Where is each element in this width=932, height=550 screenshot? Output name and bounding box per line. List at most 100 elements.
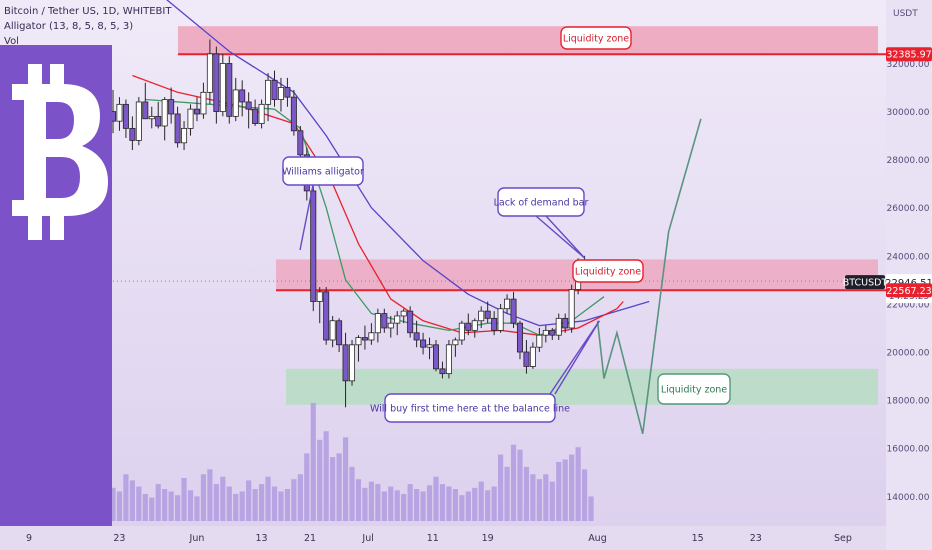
volume-bar: [433, 476, 439, 521]
time-tick-label: 23: [750, 533, 762, 544]
candle-down: [420, 339, 427, 348]
candle-down: [213, 53, 220, 112]
volume-bar: [498, 454, 504, 521]
time-tick-label: 19: [482, 533, 494, 544]
price-tick-label: 16000.00: [887, 445, 930, 455]
candle-down: [361, 337, 368, 341]
candle-up: [368, 332, 375, 341]
symbol-badge: BTCUSDT: [843, 278, 888, 289]
demand-callout-box: [497, 187, 585, 217]
candle-down: [465, 322, 472, 331]
candle-down: [155, 115, 162, 127]
volume-bar: [129, 480, 135, 521]
volume-bar: [465, 491, 471, 521]
volume-bar: [349, 466, 355, 521]
volume-bar: [556, 461, 562, 521]
candle-up: [374, 313, 381, 334]
volume-bar: [355, 479, 362, 521]
volume-bar: [162, 489, 168, 521]
candle-down: [407, 310, 414, 334]
volume-bar: [136, 486, 142, 521]
time-axis[interactable]: 9 23 Jun 13 21 Jul 11 19 Aug 15 23 Sep: [0, 526, 886, 550]
volume-bar: [200, 474, 207, 521]
volume-bar: [336, 453, 342, 521]
volume-legend[interactable]: Vol: [4, 36, 19, 47]
candle-up: [400, 310, 407, 317]
volume-bar: [459, 495, 465, 521]
buy-callout-box: [384, 393, 556, 423]
volume-bar: [549, 481, 555, 521]
volume-bar: [213, 484, 219, 521]
price-tick-label: 32000.00: [887, 60, 930, 70]
price-tick-label: 26000.00: [887, 204, 930, 214]
candle-up: [529, 346, 536, 367]
candle-up: [445, 344, 452, 375]
time-tick-label: Jun: [189, 533, 205, 544]
volume-bar: [543, 474, 549, 521]
volume-bar: [155, 484, 161, 521]
candle-down: [413, 332, 420, 341]
volume-bar: [181, 477, 187, 521]
time-tick-label: 9: [26, 533, 32, 544]
liquidity-zone-label-top: Liquidity zone: [563, 34, 629, 45]
candle-down: [439, 368, 446, 375]
volume-bar: [342, 437, 349, 521]
volume-bar: [168, 491, 174, 521]
price-tick-label: 14000.00: [887, 493, 930, 503]
volume-bar: [297, 474, 303, 521]
volume-bar: [569, 454, 575, 521]
candle-up: [471, 320, 478, 331]
alligator-legend[interactable]: Alligator (13, 8, 5, 8, 5, 3): [4, 21, 134, 32]
volume-bar: [588, 496, 594, 521]
bitcoin-logo-icon: [12, 64, 108, 240]
time-tick-label: Sep: [834, 533, 852, 544]
candle-down: [271, 79, 278, 100]
candle-down: [193, 108, 200, 115]
volume-bar: [291, 479, 297, 521]
volume-bar: [536, 479, 542, 521]
candle-down: [168, 99, 175, 115]
price-badges: 32385.97BTCUSDT22946.5114:23:2522567.23: [843, 47, 932, 304]
candle-up: [232, 89, 239, 117]
upper-level-badge-bg: [886, 47, 932, 62]
candle-down: [122, 103, 129, 129]
resistance-zone-top: [178, 26, 878, 54]
volume-bar: [252, 489, 258, 521]
volume-bar: [394, 490, 400, 521]
price-tick-label: 24000.00: [887, 252, 930, 262]
volume-bar: [284, 489, 291, 521]
candle-down: [381, 313, 388, 329]
candle-down: [174, 113, 181, 144]
price-tick-label: 22000.00: [887, 300, 930, 310]
volume-bar: [258, 484, 265, 521]
volume-bar: [530, 474, 536, 521]
time-axis-bg: [0, 526, 886, 550]
candle-up: [148, 115, 155, 120]
volume-bar: [265, 476, 271, 521]
currency-label: USDT: [893, 9, 918, 19]
zones-layer: [113, 26, 886, 405]
upper-level-badge: 32385.97: [886, 50, 931, 61]
volume-bar: [472, 487, 478, 521]
volume-bar: [310, 402, 316, 521]
candle-down: [245, 101, 252, 110]
candle-up: [394, 315, 401, 324]
candle-down: [484, 310, 491, 319]
symbol-title[interactable]: Bitcoin / Tether US, 1D, WHITEBIT: [4, 6, 172, 17]
volume-bar: [517, 449, 523, 521]
candle-up: [161, 99, 168, 127]
volume-bar: [304, 453, 310, 521]
alligator-callout-box: [282, 156, 364, 186]
candle-down: [129, 127, 136, 141]
volume-bar: [414, 489, 420, 521]
candle-down: [516, 322, 523, 353]
volume-bar: [510, 444, 517, 521]
volume-bar: [407, 484, 413, 521]
callout-layer: Liquidity zone Liquidity zone Liquidity zo…: [282, 26, 731, 423]
time-tick-label: 13: [256, 533, 268, 544]
candle-down: [252, 108, 259, 124]
lower-level-badge: 22567.23: [886, 286, 931, 297]
time-tick-label: 15: [692, 533, 704, 544]
